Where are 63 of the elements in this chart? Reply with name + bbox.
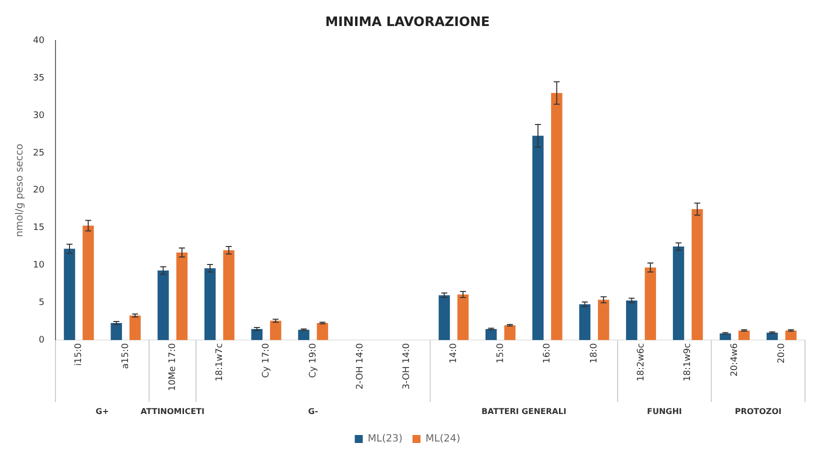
bar: [504, 325, 516, 340]
bar: [64, 248, 76, 340]
bar: [270, 320, 282, 340]
bar: [204, 268, 216, 340]
bar: [626, 300, 638, 340]
y-tick-label: 5: [38, 298, 44, 308]
x-tick-label: 18:0: [590, 342, 600, 364]
bar: [579, 304, 590, 340]
bar: [692, 209, 703, 340]
y-tick-label: 25: [33, 148, 44, 158]
bar: [532, 136, 544, 340]
y-tick-label: 40: [33, 36, 45, 46]
y-tick-label: 35: [33, 73, 44, 84]
y-tick-label: 30: [33, 110, 45, 121]
text: PROTOZOI: [734, 407, 782, 416]
bar: [129, 315, 141, 340]
bar: [551, 93, 562, 340]
x-tick-label: 14:0: [448, 342, 459, 364]
y-tick-label: 10: [33, 260, 45, 271]
bar: [110, 322, 122, 340]
bar: [438, 295, 450, 340]
y-tick-label: 15: [33, 223, 44, 234]
text: G+: [96, 407, 109, 416]
bar: [298, 330, 310, 340]
x-tick-label: 18:2w6c: [636, 343, 646, 382]
bar: [223, 250, 234, 340]
text: G-: [308, 407, 318, 416]
x-tick-label: 10Me 17:0: [168, 342, 178, 391]
text: BATTERI GENERALI: [482, 407, 566, 416]
x-tick-label: Cy 19:0: [308, 342, 318, 378]
bar: [176, 252, 188, 340]
bar: [82, 226, 94, 340]
x-tick-label: 18:1w9c: [683, 343, 694, 382]
x-tick-label: i15:0: [74, 342, 84, 366]
x-tick-label: 16:0: [542, 342, 553, 364]
bar: [720, 333, 731, 340]
legend-label: ML(24): [426, 434, 460, 445]
x-tick-label: 20:0: [776, 342, 787, 364]
bar: [457, 294, 469, 340]
bar: [672, 246, 684, 340]
y-tick-label: 20: [33, 186, 45, 196]
bar: [766, 332, 778, 340]
bar: [251, 328, 263, 340]
x-tick-label: 3-OH 14:0: [402, 342, 412, 390]
x-tick-label: 18:1w7c: [214, 343, 225, 382]
y-tick-label: 0: [38, 336, 45, 346]
y-axis-title: nmol/g peso secco: [14, 144, 26, 238]
bar: [316, 322, 328, 340]
x-tick-label: 2-OH 14:0: [355, 342, 366, 390]
x-tick-label: 20:4w6: [730, 342, 740, 376]
x-tick-label: 15:0: [496, 342, 506, 364]
text: FUNGHI: [647, 407, 682, 416]
bar: [158, 270, 169, 340]
text: ATTINOMICETI: [140, 407, 205, 416]
bar: [785, 330, 797, 340]
bar: [738, 330, 750, 340]
x-tick-label: Cy 17:0: [262, 342, 272, 378]
legend-label: ML(23): [368, 434, 403, 445]
bar: [644, 268, 656, 340]
bar: [486, 328, 497, 340]
bar: [598, 300, 610, 340]
x-tick-label: a15:0: [121, 342, 132, 369]
chart-title: MINIMA LAVORAZIONE: [325, 15, 490, 30]
